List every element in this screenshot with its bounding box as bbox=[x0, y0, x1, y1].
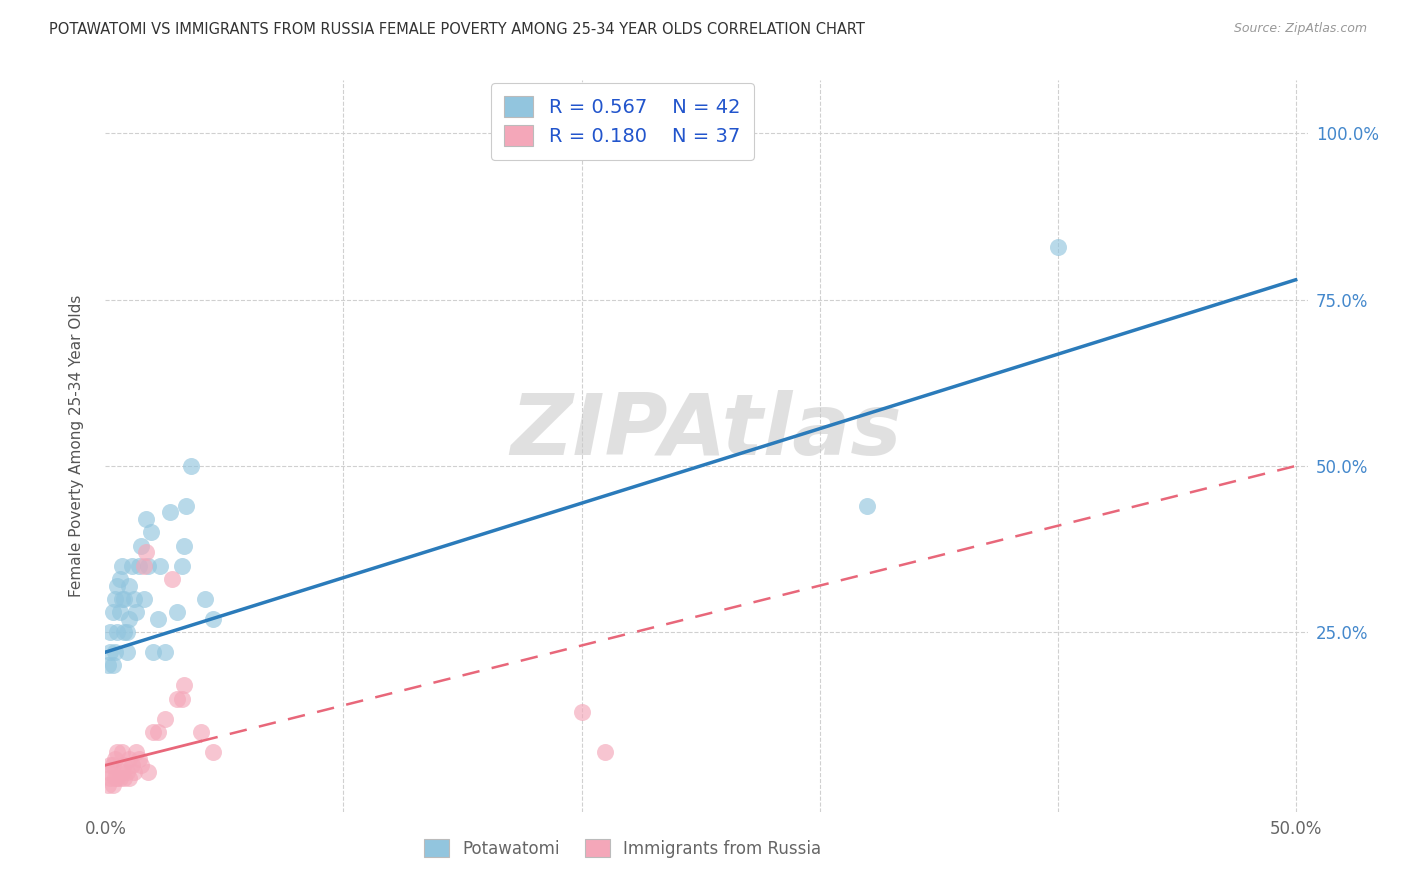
Point bbox=[170, 691, 193, 706]
Point bbox=[118, 612, 141, 626]
Point bbox=[121, 758, 143, 772]
Point bbox=[115, 645, 138, 659]
Point bbox=[135, 545, 157, 559]
Point bbox=[571, 705, 593, 719]
Point bbox=[104, 751, 127, 765]
Point bbox=[114, 772, 136, 786]
Point bbox=[104, 591, 127, 606]
Point bbox=[201, 612, 224, 626]
Point bbox=[173, 678, 195, 692]
Point bbox=[121, 558, 143, 573]
Point bbox=[104, 772, 127, 786]
Point bbox=[122, 591, 145, 606]
Point bbox=[101, 658, 124, 673]
Point bbox=[136, 558, 159, 573]
Point bbox=[114, 591, 136, 606]
Point bbox=[97, 764, 120, 779]
Point bbox=[153, 712, 176, 726]
Point bbox=[115, 625, 138, 640]
Point bbox=[97, 778, 120, 792]
Point bbox=[101, 758, 124, 772]
Point bbox=[176, 499, 198, 513]
Point bbox=[114, 625, 136, 640]
Point bbox=[105, 745, 128, 759]
Point bbox=[115, 764, 138, 779]
Point bbox=[108, 772, 131, 786]
Point bbox=[98, 772, 121, 786]
Point bbox=[97, 658, 120, 673]
Point bbox=[856, 499, 879, 513]
Point bbox=[114, 758, 136, 772]
Point bbox=[136, 764, 159, 779]
Y-axis label: Female Poverty Among 25-34 Year Olds: Female Poverty Among 25-34 Year Olds bbox=[69, 295, 84, 597]
Point bbox=[153, 645, 176, 659]
Point bbox=[173, 539, 195, 553]
Point bbox=[149, 558, 172, 573]
Point bbox=[108, 605, 131, 619]
Text: POTAWATOMI VS IMMIGRANTS FROM RUSSIA FEMALE POVERTY AMONG 25-34 YEAR OLDS CORREL: POTAWATOMI VS IMMIGRANTS FROM RUSSIA FEM… bbox=[49, 22, 865, 37]
Point bbox=[129, 758, 152, 772]
Point bbox=[190, 725, 212, 739]
Point bbox=[135, 512, 157, 526]
Point bbox=[142, 725, 165, 739]
Point bbox=[125, 605, 148, 619]
Point bbox=[128, 558, 150, 573]
Point bbox=[118, 751, 141, 765]
Point bbox=[132, 558, 155, 573]
Point bbox=[128, 751, 150, 765]
Point bbox=[170, 558, 193, 573]
Point bbox=[146, 725, 169, 739]
Point bbox=[139, 525, 162, 540]
Point bbox=[118, 772, 141, 786]
Legend: Potawatomi, Immigrants from Russia: Potawatomi, Immigrants from Russia bbox=[412, 827, 832, 869]
Point bbox=[166, 691, 188, 706]
Point bbox=[595, 745, 617, 759]
Text: Source: ZipAtlas.com: Source: ZipAtlas.com bbox=[1233, 22, 1367, 36]
Point bbox=[194, 591, 217, 606]
Point bbox=[146, 612, 169, 626]
Point bbox=[105, 625, 128, 640]
Point bbox=[108, 572, 131, 586]
Point bbox=[98, 645, 121, 659]
Point bbox=[201, 745, 224, 759]
Point bbox=[159, 506, 181, 520]
Point bbox=[101, 778, 124, 792]
Point bbox=[129, 539, 152, 553]
Point bbox=[105, 579, 128, 593]
Point bbox=[111, 764, 134, 779]
Point bbox=[111, 745, 134, 759]
Point bbox=[111, 591, 134, 606]
Point bbox=[1046, 239, 1069, 253]
Point bbox=[160, 572, 183, 586]
Point bbox=[104, 645, 127, 659]
Point bbox=[98, 758, 121, 772]
Point bbox=[142, 645, 165, 659]
Point bbox=[111, 558, 134, 573]
Point bbox=[132, 591, 155, 606]
Point bbox=[118, 579, 141, 593]
Point bbox=[98, 625, 121, 640]
Point bbox=[122, 764, 145, 779]
Point bbox=[101, 605, 124, 619]
Point bbox=[166, 605, 188, 619]
Point bbox=[105, 772, 128, 786]
Point bbox=[180, 458, 202, 473]
Point bbox=[125, 745, 148, 759]
Text: ZIPAtlas: ZIPAtlas bbox=[510, 390, 903, 473]
